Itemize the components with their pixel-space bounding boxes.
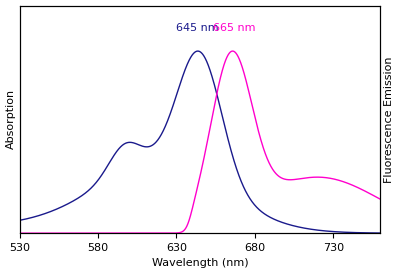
Y-axis label: Absorption: Absorption [6,89,16,149]
Text: 645 nm: 645 nm [176,23,218,33]
Y-axis label: Fluorescence Emission: Fluorescence Emission [384,56,394,182]
X-axis label: Wavelength (nm): Wavelength (nm) [152,258,248,269]
Text: 665 nm: 665 nm [213,23,256,33]
